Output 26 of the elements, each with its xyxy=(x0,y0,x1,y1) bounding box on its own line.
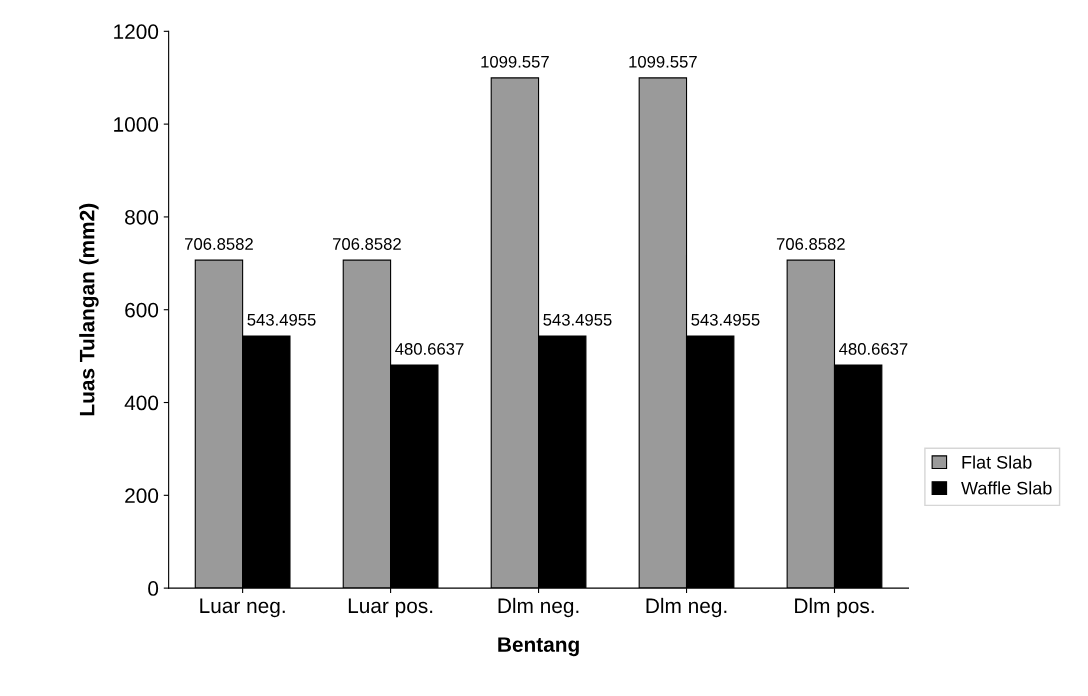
y-tick-label: 1000 xyxy=(114,117,159,132)
data-label: 480.6637 xyxy=(395,343,464,355)
data-label: 706.8582 xyxy=(776,238,845,250)
y-tick-label: 0 xyxy=(148,581,159,596)
y-tick-label: 400 xyxy=(124,395,159,411)
data-label: 1099.557 xyxy=(629,55,697,68)
x-tick-label: Luar pos. xyxy=(348,598,433,618)
y-tick-label: 600 xyxy=(125,302,159,318)
y-tick-label: 800 xyxy=(125,209,159,225)
legend-label: Flat Slab xyxy=(962,455,1032,469)
data-label: 706.8582 xyxy=(185,238,253,250)
y-axis-title: Luas Tulangan (mm2) xyxy=(79,203,99,416)
x-axis-title: Bentang xyxy=(498,637,579,657)
data-label: 543.4955 xyxy=(691,313,760,326)
x-tick-label: Dlm pos. xyxy=(795,597,874,618)
x-tick-label: Dlm neg. xyxy=(498,597,579,618)
y-tick-label: 1200 xyxy=(114,24,159,40)
y-tick-label: 200 xyxy=(125,488,159,504)
data-label: 480.6637 xyxy=(839,343,908,355)
data-label: 543.4955 xyxy=(543,313,612,326)
data-label: 706.8582 xyxy=(333,238,401,250)
data-label: 1099.557 xyxy=(481,55,549,68)
x-tick-label: Dlm neg. xyxy=(646,597,727,618)
x-tick-label: Luar neg. xyxy=(200,598,285,618)
legend-label: Waffle Slab xyxy=(961,481,1052,495)
data-label: 543.4955 xyxy=(247,313,316,326)
